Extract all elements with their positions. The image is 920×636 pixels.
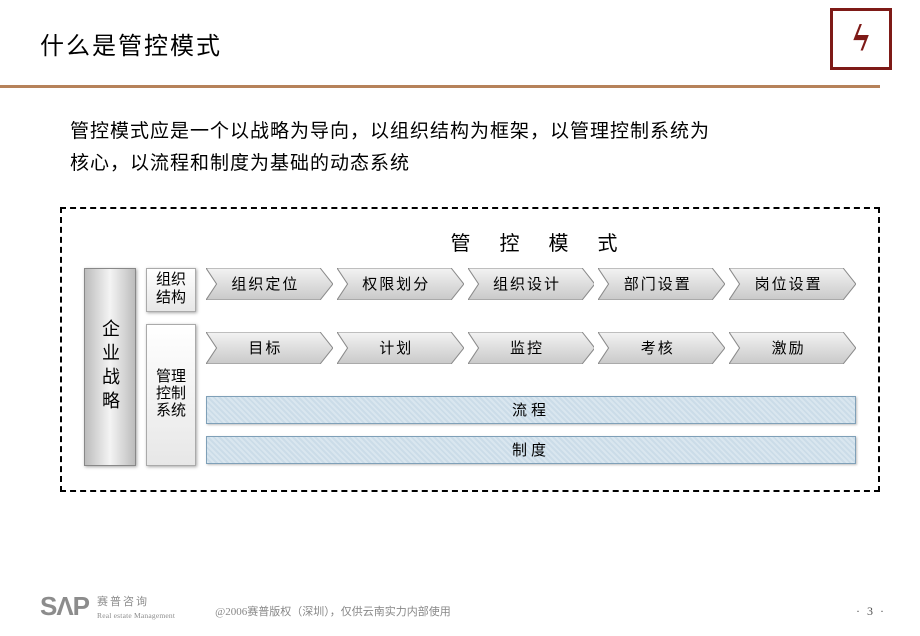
slide-title: 什么是管控模式 (40, 26, 880, 61)
sap-en: Real estate Management (97, 611, 175, 620)
mid-box-bottom-label: 管理控制系统 (156, 369, 186, 421)
subtitle: 管控模式应是一个以战略为导向，以组织结构为框架，以管理控制系统为 核心，以流程和… (0, 88, 920, 181)
bar-system: 制度 (206, 436, 856, 464)
mid-box-org-structure: 组织结构 (146, 268, 196, 312)
bar-process: 流程 (206, 396, 856, 424)
footer-logo: SΛP 赛普咨询 Real estate Management (40, 591, 175, 622)
arrow-label-r2-2: 监控 (468, 332, 595, 364)
page-number: · 3 · (856, 604, 886, 619)
left-box-enterprise-strategy: 企业战略 (84, 268, 136, 466)
arrow-r1-1: 权限划分 (337, 268, 464, 300)
diagram-container: 管 控 模 式 企业战略 组织结构 管理控制系统 组织定位 权限划分 (60, 207, 880, 492)
brand-logo: ϟ (830, 8, 892, 70)
lightning-icon: ϟ (852, 17, 869, 61)
sap-cn: 赛普咨询 (97, 596, 149, 608)
arrow-label-r1-2: 组织设计 (468, 268, 595, 300)
arrow-label-r2-3: 考核 (598, 332, 725, 364)
arrow-r1-3: 部门设置 (598, 268, 725, 300)
arrow-label-r1-1: 权限划分 (337, 268, 464, 300)
arrow-label-r1-0: 组织定位 (206, 268, 333, 300)
sap-subtext: 赛普咨询 Real estate Management (97, 596, 175, 622)
diagram-heading: 管 控 模 式 (84, 227, 856, 256)
sap-mark: SΛP (40, 591, 89, 622)
arrow-r2-1: 计划 (337, 332, 464, 364)
arrow-r1-2: 组织设计 (468, 268, 595, 300)
arrow-label-r1-4: 岗位设置 (729, 268, 856, 300)
subtitle-line1: 管控模式应是一个以战略为导向，以组织结构为框架，以管理控制系统为 (70, 121, 710, 142)
footer-copyright: @2006赛普版权（深圳），仅供云南实力内部使用 (215, 603, 451, 619)
arrow-label-r2-0: 目标 (206, 332, 333, 364)
arrow-r2-2: 监控 (468, 332, 595, 364)
arrow-label-r2-4: 激励 (729, 332, 856, 364)
arrow-row-2: 目标 计划 监控 考核 激励 (206, 332, 856, 364)
arrow-r1-0: 组织定位 (206, 268, 333, 300)
arrow-label-r2-1: 计划 (337, 332, 464, 364)
mid-box-mgmt-control: 管理控制系统 (146, 324, 196, 466)
arrow-r1-4: 岗位设置 (729, 268, 856, 300)
arrow-r2-3: 考核 (598, 332, 725, 364)
arrow-r2-4: 激励 (729, 332, 856, 364)
arrow-label-r1-3: 部门设置 (598, 268, 725, 300)
arrow-r2-0: 目标 (206, 332, 333, 364)
mid-box-top-label: 组织结构 (156, 272, 186, 307)
arrow-row-1: 组织定位 权限划分 组织设计 部门设置 岗位设置 (206, 268, 856, 300)
subtitle-line2: 核心，以流程和制度为基础的动态系统 (70, 153, 410, 174)
